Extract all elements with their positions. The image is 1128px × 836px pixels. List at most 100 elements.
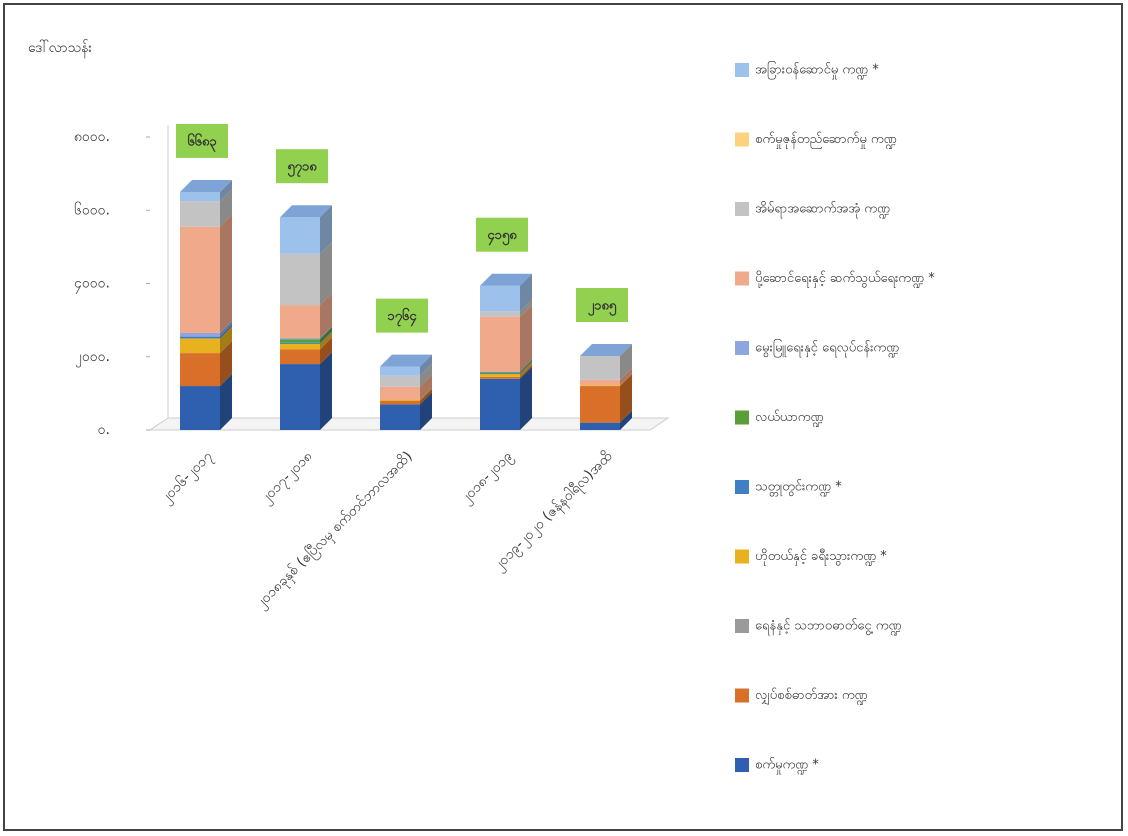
legend-swatch — [735, 619, 749, 633]
bar — [380, 386, 420, 400]
bar-side — [320, 205, 332, 254]
bar-side — [320, 293, 332, 339]
bar-top — [480, 273, 532, 286]
legend-swatch — [735, 688, 749, 703]
bar-side — [520, 360, 532, 374]
bar-side — [620, 374, 632, 423]
y-tick-label: ၄၀၀၀. — [74, 276, 110, 294]
bar — [580, 379, 620, 386]
bar-side — [420, 354, 432, 376]
legend-swatch — [735, 410, 749, 425]
bar — [580, 385, 620, 387]
bar-side — [320, 352, 332, 430]
bar-side — [220, 179, 232, 202]
bar — [380, 404, 420, 430]
bar — [180, 338, 220, 354]
legend-label: မွေးမြူရေးနှင့် ရေလုပ်ငန်းကဏ္ဍ — [755, 339, 899, 358]
bar-side — [420, 392, 432, 430]
y-tick-label: ၈၀၀၀. — [74, 129, 110, 145]
bar-side — [220, 341, 232, 387]
bar-side — [220, 324, 232, 339]
bar — [480, 376, 520, 379]
bar — [280, 217, 320, 254]
bar — [480, 372, 520, 374]
legend-label: စက်မှုဇုန်တည်ဆောက်မှု ကဏ္ဍ — [755, 131, 897, 149]
bar — [580, 386, 620, 423]
legend-label: သတ္တုတွင်းကဏ္ဍ * — [755, 479, 842, 497]
legend-swatch — [735, 132, 749, 147]
bar — [380, 366, 420, 376]
legend-swatch — [735, 271, 749, 286]
bar-side — [620, 344, 632, 380]
legend-swatch — [735, 63, 749, 77]
bar — [280, 349, 320, 365]
frame — [3, 3, 1123, 831]
bar-side — [620, 410, 632, 430]
bar — [580, 422, 620, 430]
bar — [180, 336, 220, 339]
bar-top — [580, 344, 632, 357]
bar-side — [420, 387, 432, 401]
y-tick-label: ၀. — [98, 422, 110, 438]
bar — [280, 339, 320, 343]
legend-label: အခြားဝန်ဆောင်မှု ကဏ္ဍ * — [755, 61, 879, 80]
bar-side — [620, 373, 632, 387]
bar-side — [520, 273, 532, 312]
bar-top — [380, 354, 432, 367]
bar — [480, 316, 520, 372]
bar-side — [420, 388, 432, 405]
bar-side — [520, 364, 532, 379]
bar — [280, 342, 320, 344]
bar — [380, 400, 420, 405]
legend-swatch — [735, 341, 749, 355]
bar-side — [420, 374, 432, 400]
annotation: ၅၇၁၈ — [287, 160, 317, 178]
bar-side — [320, 241, 332, 306]
bar — [280, 364, 320, 430]
legend-label: ရေနံနှင့် သဘာဝဓာတ်ငွေ့ ကဏ္ဍ — [755, 618, 902, 636]
bar — [180, 332, 220, 337]
legend-label: ဟိုတယ်နှင့် ခရီးသွားကဏ္ဍ * — [755, 548, 887, 566]
annotation: ၆၆၈၃ — [187, 132, 217, 152]
bar-side — [220, 189, 232, 227]
bar-side — [320, 327, 332, 343]
bar-side — [520, 304, 532, 372]
bar — [180, 386, 220, 430]
legend-swatch — [735, 549, 749, 564]
bar-side — [420, 363, 432, 387]
bar-side — [520, 359, 532, 373]
annotation-box — [376, 298, 428, 333]
legend-label: အိမ်ရာအဆောက်အအုံ ကဏ္ဍ — [755, 201, 890, 219]
legend-label: လယ်ယာကဏ္ဍ — [755, 409, 824, 427]
bar-side — [620, 367, 632, 386]
bar-side — [520, 299, 532, 317]
annotation-box — [176, 123, 228, 158]
bar-side — [320, 337, 332, 365]
bar — [480, 378, 520, 430]
bar — [280, 253, 320, 306]
legend-swatch — [735, 202, 749, 216]
annotation: ၄၁၅၈ — [487, 228, 517, 246]
annotation-box — [576, 288, 628, 323]
bar — [180, 353, 220, 387]
bar — [480, 371, 520, 373]
bar — [380, 375, 420, 387]
bar-side — [220, 374, 232, 430]
bar-side — [520, 361, 532, 377]
legend-swatch — [735, 480, 749, 494]
bar — [280, 305, 320, 339]
annotation-box — [276, 149, 328, 184]
bar — [180, 226, 220, 333]
bar-side — [220, 214, 232, 333]
bar — [180, 191, 220, 202]
bar — [580, 356, 620, 380]
bar-side — [320, 326, 332, 340]
annotation-box — [476, 217, 528, 252]
bar — [380, 399, 420, 401]
y-axis-label: ဒေါ်လာသန်း — [28, 40, 92, 58]
bar-side — [320, 331, 332, 350]
bar — [480, 285, 520, 312]
legend-label: လျှပ်စစ်ဓာတ်အား ကဏ္ဍ — [755, 687, 868, 705]
bar — [280, 343, 320, 350]
